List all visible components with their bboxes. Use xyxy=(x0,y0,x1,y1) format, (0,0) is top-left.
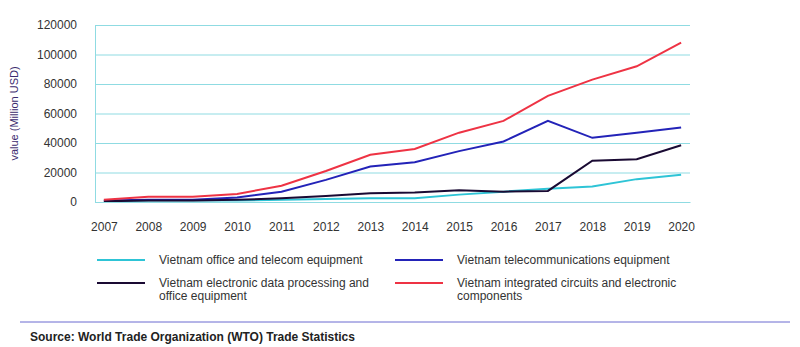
x-tick: 2010 xyxy=(224,202,251,234)
separator xyxy=(20,322,790,323)
y-tick-label: 80000 xyxy=(44,77,78,91)
x-tick: 2015 xyxy=(446,202,473,234)
series-line xyxy=(104,43,681,200)
x-tick: 2019 xyxy=(624,202,651,234)
legend-label: Vietnam office and telecom equipment xyxy=(159,253,363,267)
x-tick: 2016 xyxy=(491,202,518,234)
x-tick-label: 2020 xyxy=(668,220,695,234)
legend-swatch xyxy=(395,282,443,284)
x-tick: 2014 xyxy=(402,202,429,234)
y-axis: 0 20000 40000 60000 80000 100000 120000 xyxy=(37,18,690,209)
x-tick-label: 2011 xyxy=(269,220,295,234)
x-tick: 2009 xyxy=(180,202,207,234)
x-tick-label: 2010 xyxy=(224,220,251,234)
legend-label: Vietnam electronic data processing andof… xyxy=(159,276,369,303)
chart: 0200004000060000800001000001200002007200… xyxy=(0,0,800,347)
x-tick-label: 2012 xyxy=(313,220,340,234)
x-tick: 2013 xyxy=(357,202,384,234)
y-tick-label: 20000 xyxy=(44,166,78,180)
x-tick-label: 2017 xyxy=(535,220,562,234)
grid-line xyxy=(95,25,690,26)
x-tick: 2012 xyxy=(313,202,340,234)
lines xyxy=(104,43,681,202)
x-axis-line xyxy=(96,202,691,203)
x-tick-label: 2013 xyxy=(357,220,384,234)
x-tick: 2007 xyxy=(91,202,118,234)
grid-line xyxy=(95,202,690,203)
legend-label: Vietnam integrated circuits and electron… xyxy=(457,276,676,303)
legend: Vietnam office and telecom equipment Viet… xyxy=(97,253,676,303)
x-tick-label: 2007 xyxy=(91,220,118,234)
y-tick-label: 100000 xyxy=(37,48,77,62)
x-tick-label: 2009 xyxy=(180,220,207,234)
y-tick-label: 60000 xyxy=(44,107,78,121)
legend-item: Vietnam office and telecom equipment xyxy=(97,253,363,267)
series-line xyxy=(104,121,681,201)
y-axis-title: value (Million USD) xyxy=(8,66,20,160)
y-tick-label: 0 xyxy=(70,195,77,209)
grid-line xyxy=(95,143,690,144)
x-tick: 2011 xyxy=(269,202,295,234)
x-tick-label: 2019 xyxy=(624,220,651,234)
grid-line xyxy=(95,84,690,85)
y-tick-label: 40000 xyxy=(44,136,78,150)
x-tick: 2017 xyxy=(535,202,562,234)
legend-swatch xyxy=(395,259,443,261)
x-tick-label: 2008 xyxy=(135,220,162,234)
x-tick-label: 2018 xyxy=(579,220,606,234)
y-tick: 100000 xyxy=(37,48,690,62)
legend-item: Vietnam integrated circuits and electron… xyxy=(395,276,676,303)
y-tick: 120000 xyxy=(37,18,690,32)
y-tick-label: 120000 xyxy=(37,18,77,32)
legend-swatch xyxy=(97,282,145,284)
x-tick-label: 2014 xyxy=(402,220,429,234)
x-tick: 2008 xyxy=(135,202,162,234)
grid-line xyxy=(95,173,690,174)
series-line xyxy=(104,145,681,201)
legend-swatch xyxy=(97,259,145,261)
legend-item: Vietnam electronic data processing andof… xyxy=(97,276,369,303)
x-axis: 2007 2008 2009 2010 2011 2012 2013 2014 2015 2016… xyxy=(91,202,695,234)
source-note: Source: World Trade Organization (WTO) T… xyxy=(30,330,355,344)
legend-label: Vietnam telecommunications equipment xyxy=(457,253,670,267)
grid-line xyxy=(95,55,690,56)
plot: 0200004000060000800001000001200002007200… xyxy=(37,18,695,233)
x-tick-label: 2016 xyxy=(491,220,518,234)
y-tick: 60000 xyxy=(44,107,690,121)
x-tick: 2018 xyxy=(579,202,606,234)
legend-item: Vietnam telecommunications equipment xyxy=(395,253,670,267)
x-tick: 2020 xyxy=(668,202,695,234)
grid-line xyxy=(95,114,690,115)
x-tick-label: 2015 xyxy=(446,220,473,234)
